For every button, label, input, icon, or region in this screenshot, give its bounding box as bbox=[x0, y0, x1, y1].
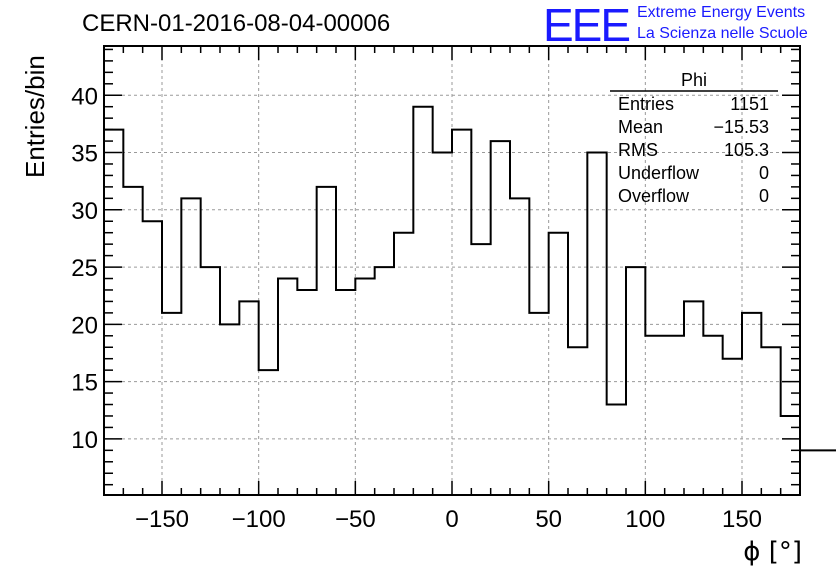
histogram-bin bbox=[375, 267, 394, 495]
histogram-bin bbox=[568, 347, 587, 495]
stats-row-value: 1151 bbox=[730, 94, 769, 114]
x-tick-label: 50 bbox=[535, 506, 562, 533]
stats-title: Phi bbox=[681, 70, 707, 90]
histogram-bin bbox=[336, 290, 355, 495]
histogram-bin bbox=[471, 244, 490, 495]
logo-line-1: Extreme Energy Events bbox=[637, 4, 806, 21]
histogram-bin bbox=[201, 267, 220, 495]
stats-box: Phi Entries 1151 Mean −15.53 RMS 105.3 Underflo… bbox=[610, 70, 778, 206]
x-tick-label: −50 bbox=[335, 506, 376, 533]
histogram-bin bbox=[665, 336, 684, 495]
histogram-bin bbox=[143, 221, 162, 495]
x-tick-label: 150 bbox=[722, 506, 762, 533]
histogram-bin bbox=[297, 290, 316, 495]
tick-label-layer: −150 −100 −50 0 50 100 150 10 15 20 25 30 35 40 bbox=[71, 83, 762, 533]
histogram-bin bbox=[394, 233, 413, 495]
x-tick-label: 0 bbox=[445, 506, 458, 533]
x-tick-label: −150 bbox=[135, 506, 189, 533]
y-tick-label: 25 bbox=[71, 255, 98, 282]
histogram-bin bbox=[684, 301, 703, 495]
logo-line-2: La Scienza nelle Scuole bbox=[637, 25, 808, 42]
histogram-bin bbox=[452, 130, 471, 495]
stats-row-label: RMS bbox=[618, 140, 658, 160]
histogram-bin bbox=[645, 336, 664, 495]
histogram-bin bbox=[123, 187, 142, 495]
histogram-bin bbox=[413, 107, 432, 495]
y-tick-label: 20 bbox=[71, 312, 98, 339]
histogram-bin bbox=[761, 347, 780, 495]
histogram-bin bbox=[800, 450, 819, 495]
y-tick-label: 30 bbox=[71, 198, 98, 225]
grid-layer bbox=[104, 46, 800, 495]
tick-layer bbox=[103, 46, 801, 495]
stats-row-label: Entries bbox=[618, 94, 674, 114]
histogram-bin bbox=[491, 141, 510, 495]
stats-row-label: Underflow bbox=[618, 163, 700, 183]
chart-title: CERN-01-2016-08-04-00006 bbox=[82, 10, 391, 37]
histogram-bin bbox=[317, 187, 336, 495]
histogram-bin bbox=[181, 198, 200, 495]
stats-row-label: Overflow bbox=[618, 186, 690, 206]
histogram-bin bbox=[742, 313, 761, 495]
x-axis-label: ϕ [°] bbox=[743, 537, 802, 567]
histogram-bin bbox=[433, 153, 452, 495]
stats-row-label: Mean bbox=[618, 117, 663, 137]
histogram-bin bbox=[587, 153, 606, 495]
histogram-bin bbox=[278, 279, 297, 495]
histogram-bin bbox=[259, 370, 278, 495]
stats-row-value: 0 bbox=[759, 186, 769, 206]
histogram-bin bbox=[607, 405, 626, 495]
x-tick-label: 100 bbox=[625, 506, 665, 533]
stats-row-value: −15.53 bbox=[713, 117, 769, 137]
y-axis-label: Entries/bin bbox=[20, 55, 50, 178]
histogram-bin bbox=[529, 313, 548, 495]
histogram-bin bbox=[220, 324, 239, 495]
y-tick-label: 35 bbox=[71, 141, 98, 168]
y-tick-label: 15 bbox=[71, 370, 98, 397]
histogram-bin bbox=[549, 233, 568, 495]
histogram-bin bbox=[626, 267, 645, 495]
y-tick-label: 40 bbox=[71, 83, 98, 110]
histogram-bin bbox=[162, 313, 181, 495]
histogram-bin bbox=[239, 301, 258, 495]
stats-row-value: 0 bbox=[759, 163, 769, 183]
y-tick-label: 10 bbox=[71, 427, 98, 454]
histogram-layer bbox=[103, 105, 836, 495]
histogram-bin bbox=[819, 450, 836, 495]
histogram-bin bbox=[703, 336, 722, 495]
histogram-bin bbox=[723, 359, 742, 495]
x-tick-label: −100 bbox=[232, 506, 286, 533]
eee-logo-mark: EEE bbox=[543, 0, 631, 51]
stats-row-value: 105.3 bbox=[724, 140, 769, 160]
histogram-bin bbox=[510, 198, 529, 495]
histogram-outline bbox=[103, 105, 836, 495]
histogram-bin bbox=[355, 279, 374, 495]
